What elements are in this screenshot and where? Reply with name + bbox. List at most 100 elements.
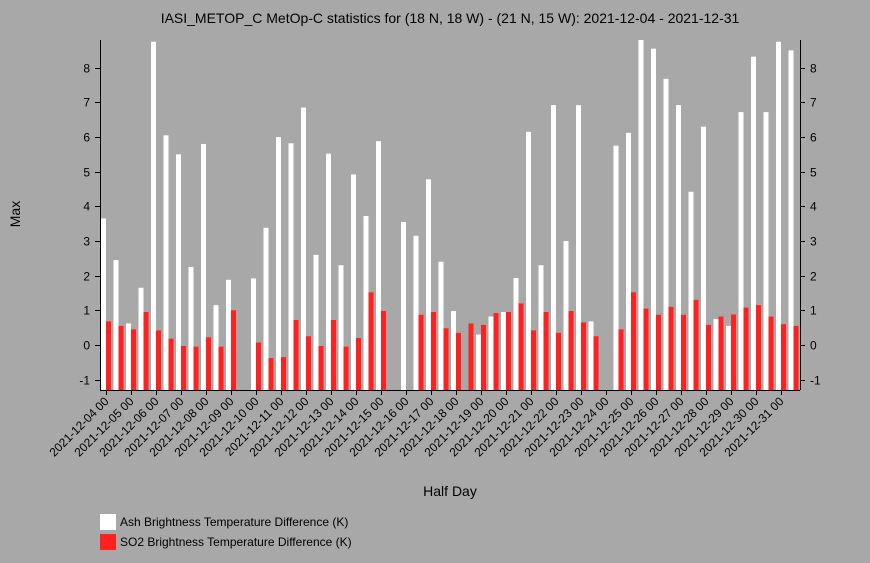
ash-bar [351, 174, 356, 390]
so2-bar [556, 332, 561, 390]
ash-bar [763, 112, 769, 390]
y-tick-label-left: 6 [83, 131, 90, 145]
y-tick-label-left: 4 [83, 200, 90, 214]
legend-swatch-so2 [100, 534, 116, 550]
y-tick-label-right: 7 [810, 96, 817, 110]
ash-bar [626, 132, 631, 391]
so2-bar [443, 328, 449, 390]
ash-bar [676, 105, 681, 391]
so2-bar [706, 324, 711, 390]
so2-bar [468, 323, 474, 390]
so2-bar [531, 330, 536, 390]
ash-bar [713, 318, 719, 390]
ash-bar [751, 56, 756, 390]
chart-title: IASI_METOP_C MetOp-C statistics for (18 … [161, 10, 740, 26]
ash-bar [788, 50, 794, 391]
so2-bar [743, 307, 749, 390]
x-axis-label: Half Day [423, 483, 477, 499]
so2-bar [131, 329, 136, 390]
ash-bar [413, 235, 419, 390]
so2-bar [293, 320, 299, 390]
y-tick-label-left: 3 [83, 235, 90, 249]
ash-bar [451, 310, 456, 390]
ash-bar [101, 218, 106, 390]
ash-bar [438, 261, 444, 390]
ash-bar [151, 41, 156, 391]
so2-bar [256, 342, 261, 390]
ash-bar [651, 48, 656, 391]
legend: Ash Brightness Temperature Difference (K… [100, 512, 352, 552]
so2-bar [493, 313, 499, 390]
so2-bar [268, 358, 274, 390]
ash-bar [663, 78, 669, 390]
legend-label-so2: SO2 Brightness Temperature Difference (K… [120, 535, 352, 549]
ash-bar [726, 325, 731, 390]
ash-bar [638, 40, 644, 390]
ash-bar [163, 135, 169, 390]
y-tick-label-right: 2 [810, 270, 817, 284]
ash-bar [338, 265, 344, 390]
ash-bar [301, 107, 306, 391]
ash-bar [401, 221, 406, 390]
so2-bar [593, 336, 599, 390]
ash-bar [288, 143, 294, 390]
y-tick-label-left: 2 [83, 270, 90, 284]
legend-label-ash: Ash Brightness Temperature Difference (K… [120, 515, 349, 529]
ash-bar [363, 216, 369, 390]
ash-bar [213, 305, 219, 390]
so2-bar [656, 314, 661, 390]
so2-bar [506, 312, 511, 390]
so2-bar [331, 320, 336, 390]
so2-bar [368, 292, 374, 390]
ash-bar [688, 191, 694, 390]
ash-bar [113, 260, 119, 390]
so2-bar [543, 312, 549, 390]
ash-bar [563, 240, 569, 390]
ash-bar [276, 137, 281, 390]
ash-bar [476, 334, 481, 390]
y-tick-label-left: 1 [83, 304, 90, 318]
so2-bar [118, 325, 124, 390]
so2-bar [456, 332, 461, 390]
so2-bar [718, 316, 724, 390]
so2-bar [518, 303, 524, 390]
ash-bar [313, 254, 319, 390]
y-tick-label-right: 5 [810, 166, 817, 180]
ash-bar [201, 143, 206, 390]
ash-bar [588, 321, 594, 390]
so2-bar [343, 346, 349, 390]
ash-bar [138, 287, 144, 390]
so2-bar [143, 312, 149, 390]
y-tick-label-right: 4 [810, 200, 817, 214]
y-tick-label-right: 1 [810, 304, 817, 318]
so2-bar [281, 357, 286, 390]
ash-bar [738, 112, 744, 390]
y-axis-label: Max [7, 201, 23, 227]
so2-bar [156, 330, 161, 390]
ash-bar [513, 278, 519, 390]
so2-bar [618, 329, 624, 390]
ash-bar [226, 279, 231, 390]
ash-bar [551, 105, 556, 391]
y-tick-label-right: 3 [810, 235, 817, 249]
so2-bar [481, 324, 486, 390]
y-tick-label-left: 7 [83, 96, 90, 110]
ash-bar [326, 153, 331, 390]
y-tick-label-right: -1 [810, 374, 821, 388]
so2-bar [568, 310, 574, 390]
y-tick-label-left: 5 [83, 166, 90, 180]
so2-bar [768, 316, 774, 390]
so2-bar [631, 292, 636, 390]
so2-bar [756, 305, 761, 390]
so2-bar [643, 308, 649, 390]
legend-item-ash: Ash Brightness Temperature Difference (K… [100, 512, 352, 532]
so2-bar [181, 345, 186, 390]
so2-bar [681, 314, 686, 390]
so2-bar [381, 310, 386, 390]
so2-bar [318, 345, 324, 390]
so2-bar [306, 336, 311, 390]
y-tick-label-left: 8 [83, 62, 90, 76]
so2-bar [231, 310, 236, 390]
